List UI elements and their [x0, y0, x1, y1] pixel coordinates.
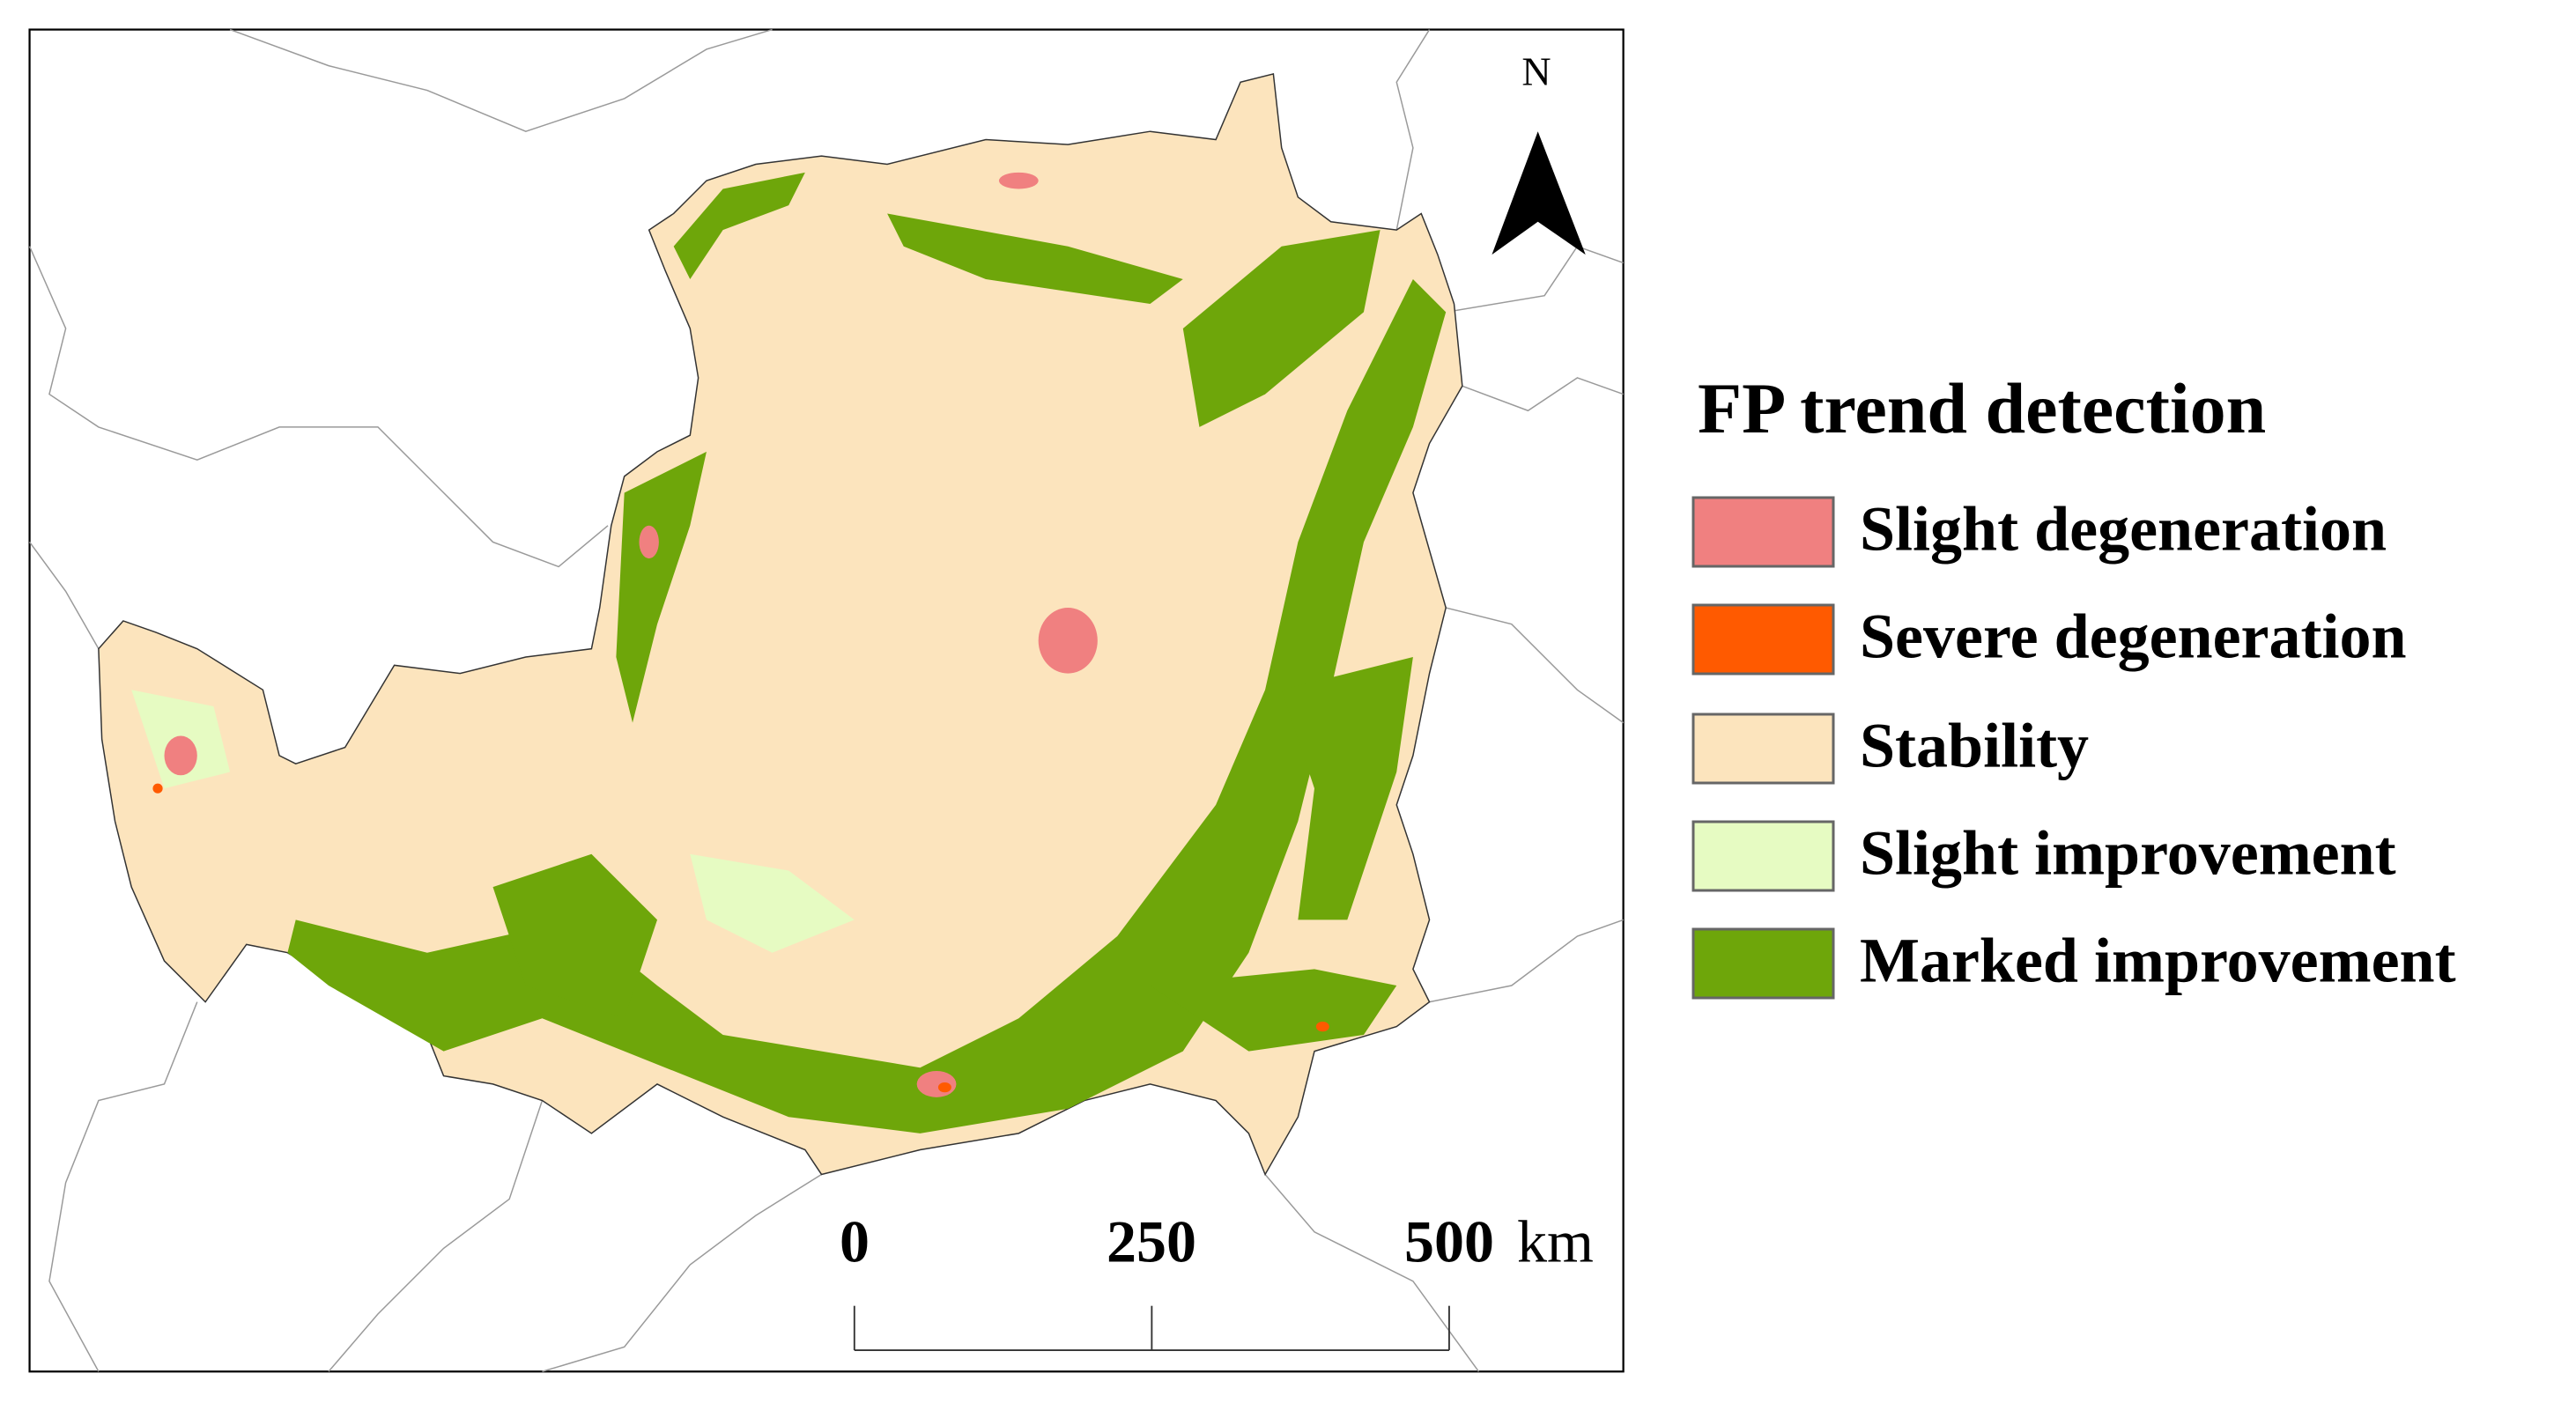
scale-label: 500 — [1404, 1208, 1494, 1275]
map-patch — [152, 783, 163, 794]
legend-swatch — [1691, 820, 1835, 892]
legend-label: Severe degeneration — [1860, 602, 2407, 672]
map-patch — [998, 172, 1039, 189]
map-patch — [1281, 657, 1413, 920]
legend-swatch — [1691, 713, 1835, 785]
map-patch — [887, 213, 1183, 305]
north-arrow — [1492, 131, 1586, 255]
legend-label: Stability — [1860, 711, 2089, 781]
legend: Slight degeneration Severe degeneration St… — [1691, 494, 2456, 1000]
legend-label: Marked improvement — [1860, 926, 2456, 996]
map-patch — [916, 1070, 957, 1097]
map-patch — [164, 735, 197, 776]
legend-label: Slight degeneration — [1860, 494, 2387, 565]
map-patch — [616, 451, 707, 723]
plateau-region — [98, 72, 1463, 1177]
scale-unit: km — [1517, 1208, 1594, 1275]
map-patch — [287, 279, 1447, 1133]
map-patch — [937, 1082, 951, 1093]
province-boundaries — [28, 28, 1625, 1372]
map-patch — [1315, 1022, 1329, 1032]
legend-swatch — [1691, 496, 1835, 568]
map-patch — [1038, 608, 1098, 674]
map-patch — [639, 525, 659, 559]
map-patch — [673, 172, 805, 280]
scale-bar — [853, 1305, 1450, 1351]
map-body — [28, 28, 1625, 1373]
degeneration-spots — [152, 172, 1329, 1097]
map-patch — [492, 853, 657, 1019]
scale-label: 250 — [1107, 1208, 1196, 1275]
legend-swatch — [1691, 603, 1835, 676]
map-patch — [690, 853, 855, 953]
legend-title: FP trend detection — [1698, 368, 2266, 448]
legend-swatch — [1691, 927, 1835, 1000]
map-patch — [1182, 230, 1381, 427]
north-label: N — [1521, 49, 1551, 94]
improvement-patches — [131, 172, 1447, 1133]
map-patch — [1150, 969, 1397, 1052]
scale-label: 0 — [840, 1208, 870, 1275]
legend-label: Slight improvement — [1860, 818, 2396, 889]
